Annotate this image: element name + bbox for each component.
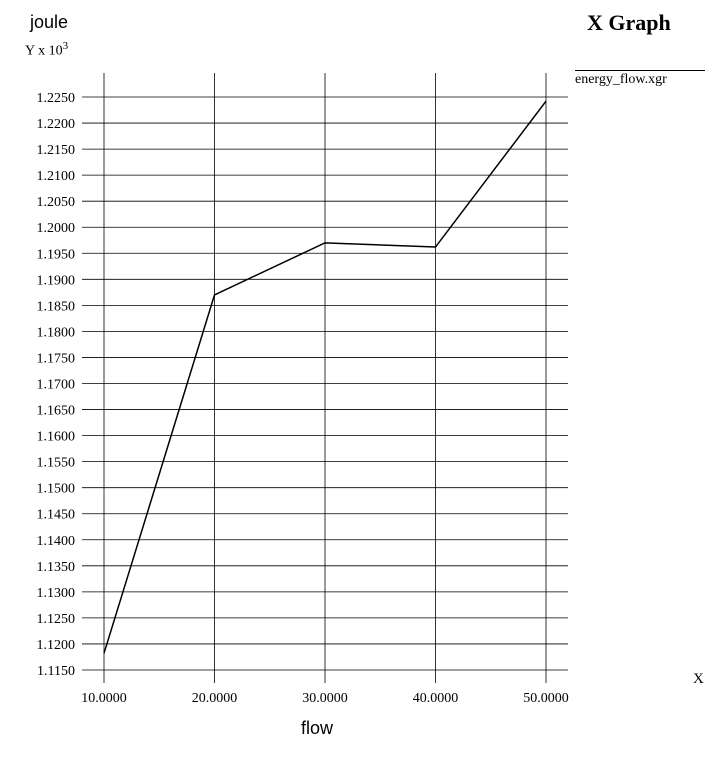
y-tick-label: 1.1350 — [37, 560, 76, 575]
x-axis-label: flow — [301, 718, 334, 738]
legend-entry: energy_flow.xgr — [575, 72, 667, 87]
x-tick-label: 30.0000 — [302, 691, 348, 706]
y-tick-label: 1.2000 — [37, 221, 76, 236]
y-tick-label: 1.1450 — [37, 508, 76, 523]
y-scale-text: Y x 10 — [25, 43, 63, 59]
y-tick-label: 1.1800 — [37, 325, 76, 340]
x-tick-labels: 10.0000 20.0000 30.0000 40.0000 50.0000 — [81, 691, 569, 706]
y-tick-label: 1.1850 — [37, 299, 76, 314]
series-line — [103, 100, 547, 654]
y-tick-label: 1.1650 — [37, 404, 76, 419]
x-tick-label: 50.0000 — [523, 691, 569, 706]
x-axis-name: X — [693, 671, 704, 687]
y-scale-label: Y x 103 — [25, 40, 68, 60]
y-tick-label: 1.2200 — [37, 117, 76, 132]
y-tick-label: 1.2100 — [37, 169, 76, 184]
y-tick-label: 1.1150 — [37, 664, 75, 679]
x-tick-label: 40.0000 — [413, 691, 459, 706]
y-tick-labels: 1.1150 1.1200 1.1250 1.1300 1.1350 1.1400 1.14… — [37, 91, 76, 679]
legend-separator — [575, 70, 705, 71]
y-scale-exponent: 3 — [62, 40, 69, 52]
x-tick-label: 20.0000 — [192, 691, 238, 706]
y-tick-label: 1.2250 — [37, 91, 76, 106]
y-tick-label: 1.1550 — [37, 456, 76, 471]
y-tick-label: 1.1300 — [37, 586, 76, 601]
y-tick-label: 1.1200 — [37, 638, 76, 653]
y-tick-label: 1.1500 — [37, 482, 76, 497]
series-lines — [103, 100, 547, 654]
y-axis-label: joule — [30, 12, 69, 32]
y-tick-label: 1.2150 — [37, 143, 76, 158]
x-tick-label: 10.0000 — [81, 691, 127, 706]
y-tick-label: 1.2050 — [37, 195, 76, 210]
y-tick-label: 1.1400 — [37, 534, 76, 549]
y-tick-label: 1.1950 — [37, 247, 76, 262]
y-tick-label: 1.1700 — [37, 378, 76, 393]
grid — [82, 73, 568, 683]
chart-title: X Graph — [587, 10, 671, 35]
y-tick-label: 1.1750 — [37, 351, 76, 366]
y-tick-label: 1.1250 — [37, 612, 76, 627]
y-tick-label: 1.1600 — [37, 430, 76, 445]
y-tick-label: 1.1900 — [37, 273, 76, 288]
